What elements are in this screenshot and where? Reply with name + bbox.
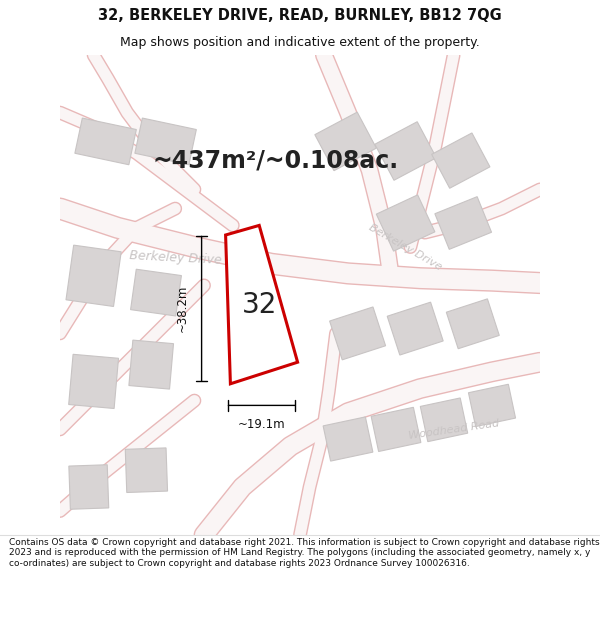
Bar xyxy=(387,302,443,355)
Text: Woodhead Road: Woodhead Road xyxy=(407,418,500,441)
Bar xyxy=(129,340,173,389)
Bar xyxy=(323,417,373,461)
Bar xyxy=(125,448,167,493)
Bar xyxy=(329,307,386,360)
Text: 32: 32 xyxy=(242,291,277,319)
Bar xyxy=(375,122,436,180)
Bar xyxy=(421,398,467,442)
Text: Map shows position and indicative extent of the property.: Map shows position and indicative extent… xyxy=(120,36,480,49)
Bar xyxy=(315,112,376,171)
Bar xyxy=(239,302,284,346)
Bar xyxy=(435,197,491,249)
Text: Contains OS data © Crown copyright and database right 2021. This information is : Contains OS data © Crown copyright and d… xyxy=(9,538,599,568)
Bar xyxy=(75,118,136,165)
Bar xyxy=(66,245,121,306)
Text: 32, BERKELEY DRIVE, READ, BURNLEY, BB12 7QG: 32, BERKELEY DRIVE, READ, BURNLEY, BB12 … xyxy=(98,8,502,23)
Bar xyxy=(376,195,435,251)
Text: Berkeley Drive: Berkeley Drive xyxy=(128,249,222,266)
Bar xyxy=(446,299,499,349)
Polygon shape xyxy=(226,226,298,384)
Bar xyxy=(469,384,515,426)
Bar xyxy=(131,269,181,316)
Bar xyxy=(135,118,196,165)
Text: ~38.2m: ~38.2m xyxy=(176,285,189,332)
Bar xyxy=(371,408,421,451)
Bar xyxy=(431,133,490,188)
Text: ~437m²/~0.108ac.: ~437m²/~0.108ac. xyxy=(153,149,399,173)
Bar xyxy=(69,465,109,509)
Text: Berkeley Drive: Berkeley Drive xyxy=(367,222,444,272)
Bar xyxy=(68,354,119,409)
Text: ~19.1m: ~19.1m xyxy=(238,418,286,431)
